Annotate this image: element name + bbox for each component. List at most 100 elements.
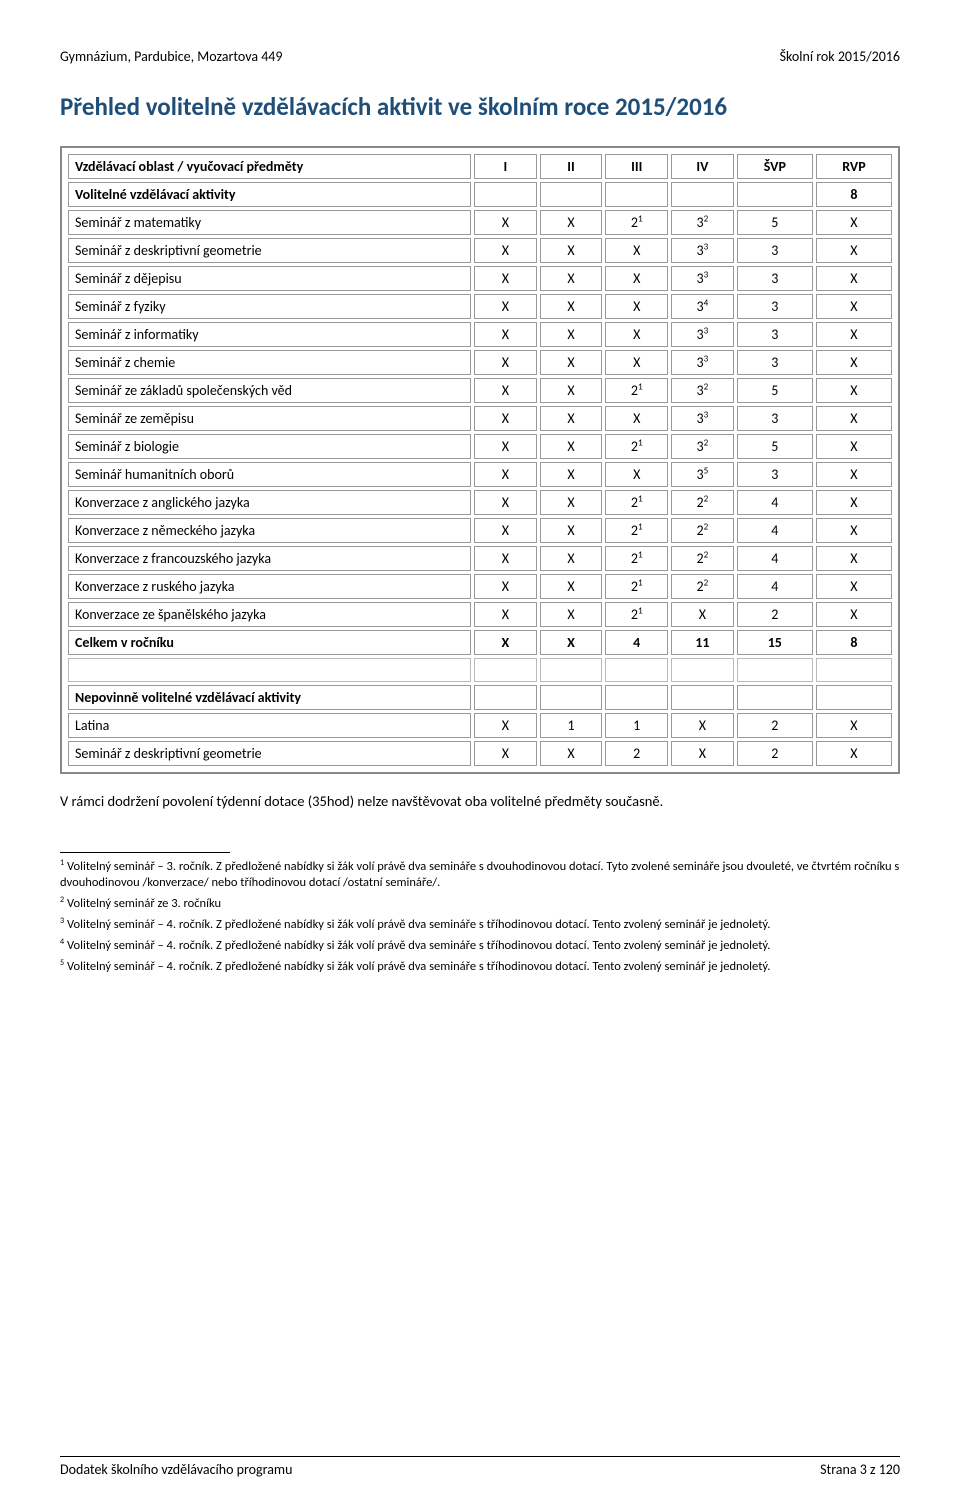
table-cell: X bbox=[816, 238, 892, 263]
table-cell bbox=[605, 685, 668, 710]
table-cell: X bbox=[474, 434, 537, 459]
table-cell: X bbox=[474, 350, 537, 375]
row-label: Seminář z deskriptivní geometrie bbox=[68, 741, 471, 766]
row-label: Celkem v ročníku bbox=[68, 630, 471, 655]
table-cell bbox=[737, 182, 813, 207]
table-row: Konverzace z německého jazykaXX21224X bbox=[68, 518, 892, 543]
table-cell: X bbox=[540, 322, 603, 347]
table-cell bbox=[671, 658, 734, 682]
table-cell: X bbox=[816, 210, 892, 235]
table-cell bbox=[816, 685, 892, 710]
table-cell: 2 bbox=[737, 713, 813, 738]
table-cell: X bbox=[474, 490, 537, 515]
table-cell: 4 bbox=[605, 630, 668, 655]
table-row: Seminář humanitních oborůXXX353X bbox=[68, 462, 892, 487]
table-cell: X bbox=[474, 406, 537, 431]
footnotes: 1 Volitelný seminář – 3. ročník. Z předl… bbox=[60, 859, 900, 976]
header-col: ŠVP bbox=[737, 154, 813, 179]
table-cell: X bbox=[474, 462, 537, 487]
table-cell: 4 bbox=[737, 574, 813, 599]
table-cell: X bbox=[816, 378, 892, 403]
table-cell: X bbox=[605, 462, 668, 487]
table-row: Seminář ze základů společenských vědXX21… bbox=[68, 378, 892, 403]
table-cell: 8 bbox=[816, 182, 892, 207]
table-cell bbox=[540, 658, 603, 682]
table-row bbox=[68, 658, 892, 682]
header-col: IV bbox=[671, 154, 734, 179]
table-cell: X bbox=[540, 294, 603, 319]
row-label: Seminář z dějepisu bbox=[68, 266, 471, 291]
table-cell: X bbox=[816, 406, 892, 431]
table-row: Konverzace z francouzského jazykaXX21224… bbox=[68, 546, 892, 571]
table-cell: X bbox=[474, 741, 537, 766]
table-cell: X bbox=[540, 406, 603, 431]
table-cell: 21 bbox=[605, 378, 668, 403]
table-row: Celkem v ročníkuXX411158 bbox=[68, 630, 892, 655]
row-label: Konverzace z francouzského jazyka bbox=[68, 546, 471, 571]
row-label: Seminář z matematiky bbox=[68, 210, 471, 235]
table-cell: 22 bbox=[671, 490, 734, 515]
table-row: Seminář z chemieXXX333X bbox=[68, 350, 892, 375]
table-cell bbox=[816, 658, 892, 682]
table-cell: X bbox=[605, 406, 668, 431]
table-row: Seminář z fyzikyXXX343X bbox=[68, 294, 892, 319]
table-row: Seminář z deskriptivní geometrieXX2X2X bbox=[68, 741, 892, 766]
table-cell: X bbox=[816, 490, 892, 515]
row-label: Seminář ze zeměpisu bbox=[68, 406, 471, 431]
header-col: III bbox=[605, 154, 668, 179]
footer-separator bbox=[60, 1456, 900, 1457]
page-footer: Dodatek školního vzdělávacího programu S… bbox=[60, 1448, 900, 1478]
table-row: Seminář z deskriptivní geometrieXXX333X bbox=[68, 238, 892, 263]
table-header-row: Vzdělávací oblast / vyučovací předměty I… bbox=[68, 154, 892, 179]
activities-table: Vzdělávací oblast / vyučovací předměty I… bbox=[60, 146, 900, 774]
table-cell: 32 bbox=[671, 434, 734, 459]
row-label: Latina bbox=[68, 713, 471, 738]
table-cell: X bbox=[605, 266, 668, 291]
table-cell: 3 bbox=[737, 350, 813, 375]
table-cell: X bbox=[474, 266, 537, 291]
table-cell: 4 bbox=[737, 490, 813, 515]
table-cell: X bbox=[605, 294, 668, 319]
footnote: 4 Volitelný seminář – 4. ročník. Z předl… bbox=[60, 938, 900, 955]
table-cell: 21 bbox=[605, 210, 668, 235]
table-cell: X bbox=[671, 602, 734, 627]
table-cell bbox=[671, 182, 734, 207]
table-cell: X bbox=[605, 238, 668, 263]
table-cell: 21 bbox=[605, 546, 668, 571]
table-cell: X bbox=[816, 602, 892, 627]
footer-right: Strana 3 z 120 bbox=[820, 1461, 900, 1478]
row-label: Konverzace z anglického jazyka bbox=[68, 490, 471, 515]
table-row: Konverzace z anglického jazykaXX21224X bbox=[68, 490, 892, 515]
table-row: Seminář ze zeměpisuXXX333X bbox=[68, 406, 892, 431]
table-cell: X bbox=[816, 266, 892, 291]
table-cell: X bbox=[816, 462, 892, 487]
table-cell: 21 bbox=[605, 518, 668, 543]
footnote: 1 Volitelný seminář – 3. ročník. Z předl… bbox=[60, 859, 900, 893]
table-cell: X bbox=[474, 294, 537, 319]
table-row: Nepovinně volitelné vzdělávací aktivity bbox=[68, 685, 892, 710]
table-cell: 15 bbox=[737, 630, 813, 655]
table-cell bbox=[605, 182, 668, 207]
footnote: 3 Volitelný seminář – 4. ročník. Z předl… bbox=[60, 917, 900, 934]
table-cell: X bbox=[474, 238, 537, 263]
table-cell: 34 bbox=[671, 294, 734, 319]
table-cell: X bbox=[474, 630, 537, 655]
table-cell: X bbox=[474, 322, 537, 347]
table-cell: X bbox=[474, 546, 537, 571]
table-row: Konverzace z ruského jazykaXX21224X bbox=[68, 574, 892, 599]
table-cell: 33 bbox=[671, 238, 734, 263]
row-label: Seminář ze základů společenských věd bbox=[68, 378, 471, 403]
row-label: Nepovinně volitelné vzdělávací aktivity bbox=[68, 685, 471, 710]
table-cell: X bbox=[474, 210, 537, 235]
table-cell: 3 bbox=[737, 462, 813, 487]
table-cell: 32 bbox=[671, 210, 734, 235]
page-container: Gymnázium, Pardubice, Mozartova 449 Škol… bbox=[0, 0, 960, 1510]
row-label: Konverzace ze španělského jazyka bbox=[68, 602, 471, 627]
table-cell: 33 bbox=[671, 322, 734, 347]
table-cell: X bbox=[816, 741, 892, 766]
row-label: Konverzace z ruského jazyka bbox=[68, 574, 471, 599]
table-cell bbox=[474, 658, 537, 682]
table-cell bbox=[737, 658, 813, 682]
table-cell: 8 bbox=[816, 630, 892, 655]
page-header: Gymnázium, Pardubice, Mozartova 449 Škol… bbox=[60, 48, 900, 65]
